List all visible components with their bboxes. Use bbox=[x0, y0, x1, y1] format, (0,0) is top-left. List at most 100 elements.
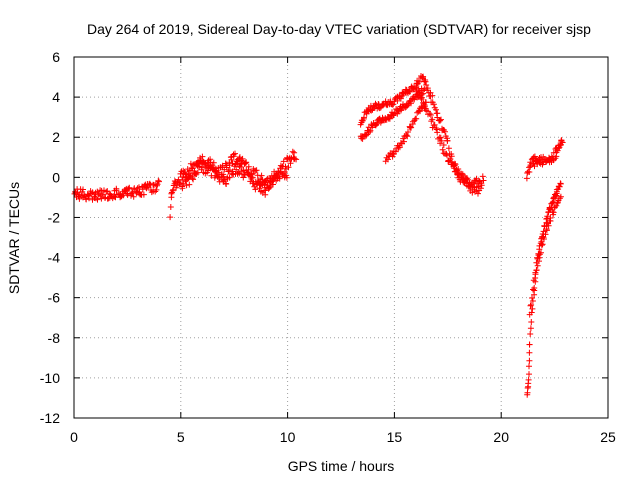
data-point bbox=[293, 156, 300, 163]
data-point bbox=[179, 185, 186, 192]
data-point bbox=[367, 127, 374, 134]
data-point bbox=[543, 219, 550, 226]
x-tick-label: 25 bbox=[600, 429, 616, 445]
data-point bbox=[423, 82, 430, 88]
data-point bbox=[411, 96, 417, 103]
data-point bbox=[457, 170, 464, 177]
data-point bbox=[167, 214, 174, 221]
data-point bbox=[199, 153, 206, 160]
data-point bbox=[529, 298, 536, 304]
data-point bbox=[124, 191, 131, 198]
data-point bbox=[530, 286, 536, 293]
data-point bbox=[406, 88, 413, 95]
data-point bbox=[248, 175, 255, 182]
data-point bbox=[372, 121, 379, 128]
data-point bbox=[205, 162, 212, 169]
data-point bbox=[453, 166, 460, 173]
data-point bbox=[156, 178, 162, 185]
data-point bbox=[444, 152, 450, 159]
data-point bbox=[207, 156, 214, 163]
data-point bbox=[134, 185, 141, 192]
data-point bbox=[276, 175, 283, 182]
y-tick-label: -4 bbox=[48, 250, 61, 266]
data-point bbox=[374, 120, 380, 127]
data-point bbox=[252, 186, 259, 193]
y-tick-label: -6 bbox=[48, 290, 61, 306]
data-point bbox=[368, 107, 375, 114]
data-point bbox=[476, 178, 483, 184]
data-point bbox=[529, 305, 536, 312]
data-point bbox=[444, 137, 451, 144]
data-point bbox=[447, 156, 454, 162]
data-point bbox=[280, 158, 287, 165]
data-point bbox=[246, 171, 253, 178]
data-point bbox=[155, 177, 162, 184]
data-point bbox=[273, 177, 280, 184]
data-point bbox=[189, 175, 196, 182]
y-tick-label: -8 bbox=[48, 330, 61, 346]
data-point bbox=[550, 209, 557, 216]
data-point bbox=[413, 115, 420, 122]
data-point bbox=[291, 155, 298, 162]
data-point bbox=[538, 242, 545, 249]
y-tick-label: -12 bbox=[40, 410, 60, 426]
data-point bbox=[424, 85, 431, 92]
data-point bbox=[439, 146, 446, 153]
data-point bbox=[401, 138, 407, 145]
data-point bbox=[403, 132, 410, 139]
data-point bbox=[396, 144, 403, 151]
data-point bbox=[440, 142, 447, 148]
data-point bbox=[235, 169, 242, 176]
data-point bbox=[80, 186, 86, 193]
data-point bbox=[270, 181, 276, 188]
grid bbox=[74, 57, 608, 418]
data-point bbox=[186, 172, 193, 179]
data-point bbox=[193, 171, 200, 177]
data-point bbox=[241, 160, 248, 167]
data-point bbox=[528, 301, 535, 308]
data-point bbox=[556, 142, 563, 149]
data-point bbox=[536, 254, 543, 261]
data-point bbox=[431, 121, 438, 128]
data-point bbox=[171, 178, 178, 184]
x-axis-label: GPS time / hours bbox=[288, 458, 395, 474]
data-point bbox=[226, 174, 233, 181]
y-tick-label: -10 bbox=[40, 370, 60, 386]
y-axis-ticks: -12 -10 -8 -6 -4 -2 0 2 4 6 bbox=[40, 49, 608, 426]
data-point bbox=[526, 363, 532, 370]
data-point bbox=[408, 100, 414, 107]
data-point bbox=[143, 185, 150, 192]
data-point bbox=[184, 176, 191, 182]
data-point bbox=[479, 173, 486, 180]
data-point bbox=[88, 190, 95, 197]
data-point bbox=[558, 137, 565, 144]
data-point bbox=[366, 129, 373, 135]
data-point bbox=[429, 116, 436, 123]
data-point bbox=[416, 78, 423, 85]
x-tick-label: 20 bbox=[493, 429, 509, 445]
data-point bbox=[532, 275, 539, 281]
data-point bbox=[525, 376, 532, 383]
data-point bbox=[430, 101, 437, 108]
data-point bbox=[390, 101, 397, 108]
data-point bbox=[223, 181, 230, 187]
data-point bbox=[212, 168, 219, 175]
data-point bbox=[132, 188, 139, 195]
y-tick-label: 4 bbox=[52, 89, 60, 105]
data-point bbox=[186, 181, 193, 188]
data-point bbox=[548, 153, 555, 160]
plot-frame bbox=[73, 56, 609, 419]
data-point bbox=[404, 133, 411, 140]
data-points bbox=[71, 73, 566, 398]
data-point bbox=[427, 112, 434, 118]
data-point bbox=[526, 341, 533, 348]
data-point bbox=[523, 175, 530, 182]
data-point bbox=[450, 161, 457, 168]
data-point bbox=[283, 174, 290, 181]
data-point bbox=[434, 129, 441, 136]
data-point bbox=[255, 179, 262, 186]
chart-title: Day 264 of 2019, Sidereal Day-to-day VTE… bbox=[87, 21, 591, 37]
data-point bbox=[243, 159, 250, 166]
data-point bbox=[552, 193, 559, 200]
